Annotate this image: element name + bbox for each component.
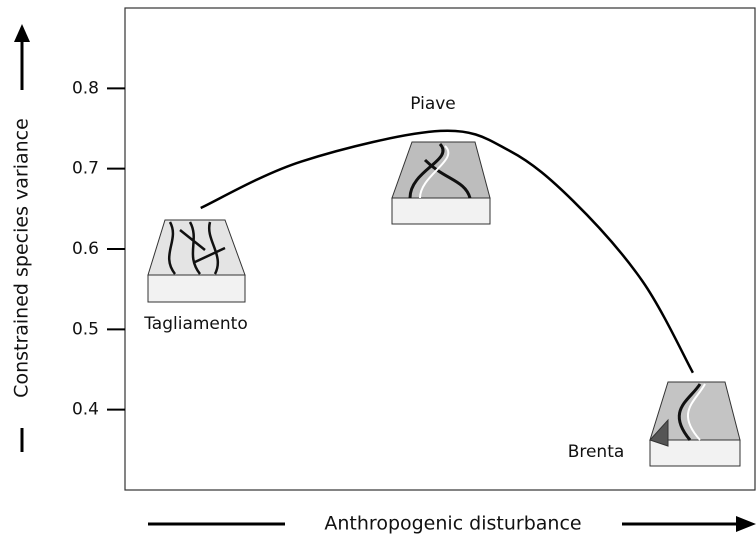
y-axis-label: Constrained species variance — [11, 118, 33, 398]
y-tick-label: 0.7 — [72, 159, 99, 179]
annotation: Piave — [410, 94, 456, 114]
annotation: Tagliamento — [143, 314, 248, 334]
chart: Constrained species variance Anthropogen… — [0, 0, 756, 540]
river-icon — [650, 382, 740, 466]
x-axis-label: Anthropogenic disturbance — [324, 513, 581, 535]
y-tick-label: 0.8 — [72, 78, 99, 98]
y-tick-label: 0.4 — [72, 400, 99, 420]
y-tick-label: 0.5 — [72, 319, 99, 339]
river-icon — [148, 220, 245, 302]
river-icon — [392, 142, 490, 224]
annotation: Brenta — [568, 442, 625, 462]
y-tick-label: 0.6 — [72, 239, 99, 259]
